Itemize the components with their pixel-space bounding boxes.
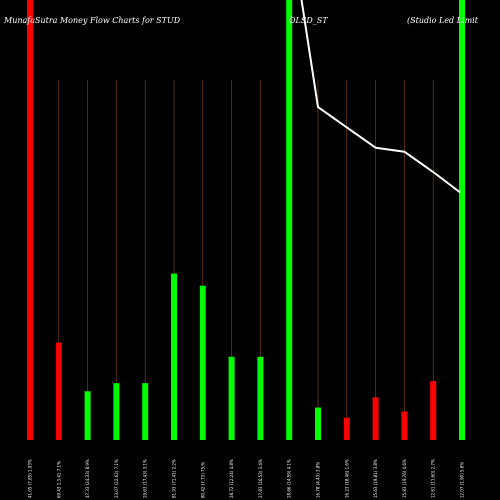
x-label-2: 47.33 (24.33) 8.9% xyxy=(85,459,90,498)
x-label-10: 16.78 (4.43) 3.8% xyxy=(316,462,321,498)
chart-title-right: (Studio Led Limit xyxy=(407,16,479,25)
bar-0 xyxy=(27,0,33,440)
x-label-11: 16.23 (18.46) 1.6% xyxy=(344,459,349,498)
bar-1 xyxy=(55,342,62,440)
x-label-9: 28.66 (14.59) 4.1% xyxy=(287,459,292,498)
bar-7 xyxy=(228,356,235,440)
x-label-15: 12.07 (1.90) 5.6% xyxy=(460,462,465,498)
bar-6 xyxy=(199,285,206,440)
x-label-7: 28.72 (12.24) 4.8% xyxy=(229,459,234,498)
x-label-12: 15.63 (19.81) 3.8% xyxy=(373,459,378,498)
bar-13 xyxy=(401,411,408,440)
x-label-1: 69.43 1.3.41.7.1% xyxy=(56,461,61,498)
bars-group xyxy=(27,0,465,440)
x-label-14: 12.61 (11.60) 2.7% xyxy=(431,459,436,498)
x-label-8: 27.83 (16.53) 3.4% xyxy=(258,459,263,498)
x-label-5: 81.93 (71.41) 2.2% xyxy=(172,459,177,498)
bar-5 xyxy=(171,273,177,440)
bar-10 xyxy=(315,407,321,440)
bar-9 xyxy=(286,0,293,440)
money-flow-line xyxy=(300,0,461,194)
bar-11 xyxy=(343,417,350,440)
chart-title-left: MunafaSutra Money Flow Charts for STUD xyxy=(3,16,181,25)
bar-15 xyxy=(459,0,465,440)
bar-3 xyxy=(113,383,120,440)
x-label-6: 80.42 (7.73) 75.% xyxy=(200,462,205,498)
x-label-3: 23.07 (22.62) 7.1% xyxy=(114,459,119,498)
x-label-13: 15.83 (19.76) 4.6% xyxy=(402,459,407,498)
bar-14 xyxy=(430,381,437,440)
bar-4 xyxy=(142,383,149,440)
chart-title-mid: OLSD_ST xyxy=(289,16,328,25)
x-axis-labels: 41.05 (7.85) 1.93% 69.43 1.3.41.7.1% 47.33… xyxy=(28,459,465,498)
guide-lines xyxy=(29,80,463,440)
x-label-0: 41.05 (7.85) 1.93% xyxy=(28,459,33,498)
bar-8 xyxy=(257,356,264,440)
bar-2 xyxy=(84,391,91,440)
x-label-4: 29.63 (17.43) 3.1% xyxy=(143,459,148,498)
bar-12 xyxy=(372,397,379,440)
